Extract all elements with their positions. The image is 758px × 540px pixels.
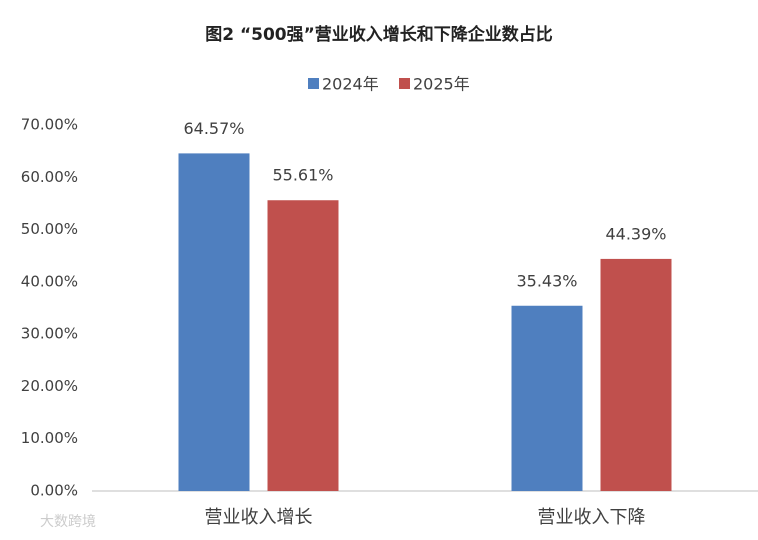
y-tick-label: 30.00% [21, 325, 78, 343]
watermark: 大数跨境 [40, 514, 96, 530]
value-label: 44.39% [605, 224, 666, 243]
value-label: 55.61% [272, 166, 333, 185]
y-tick-label: 20.00% [21, 377, 78, 395]
y-tick-label: 10.00% [21, 429, 78, 447]
bar [511, 305, 583, 491]
x-tick-label: 营业收入增长 [205, 507, 313, 528]
x-tick-label: 营业收入下降 [538, 507, 646, 528]
y-tick-label: 70.00% [21, 116, 78, 134]
y-tick-label: 50.00% [21, 220, 78, 238]
bar [600, 258, 672, 491]
value-label: 64.57% [183, 119, 244, 138]
y-tick-label: 40.00% [21, 272, 78, 290]
y-tick-label: 0.00% [30, 482, 78, 500]
legend-swatch [399, 78, 410, 89]
legend-label: 2025年 [413, 75, 470, 94]
legend-label: 2024年 [322, 75, 379, 94]
bar [267, 200, 339, 491]
chart-title: 图2 “500强”营业收入增长和下降企业数占比 [205, 24, 553, 45]
legend-swatch [308, 78, 319, 89]
y-tick-label: 60.00% [21, 168, 78, 186]
bar [178, 153, 250, 491]
value-label: 35.43% [516, 271, 577, 290]
